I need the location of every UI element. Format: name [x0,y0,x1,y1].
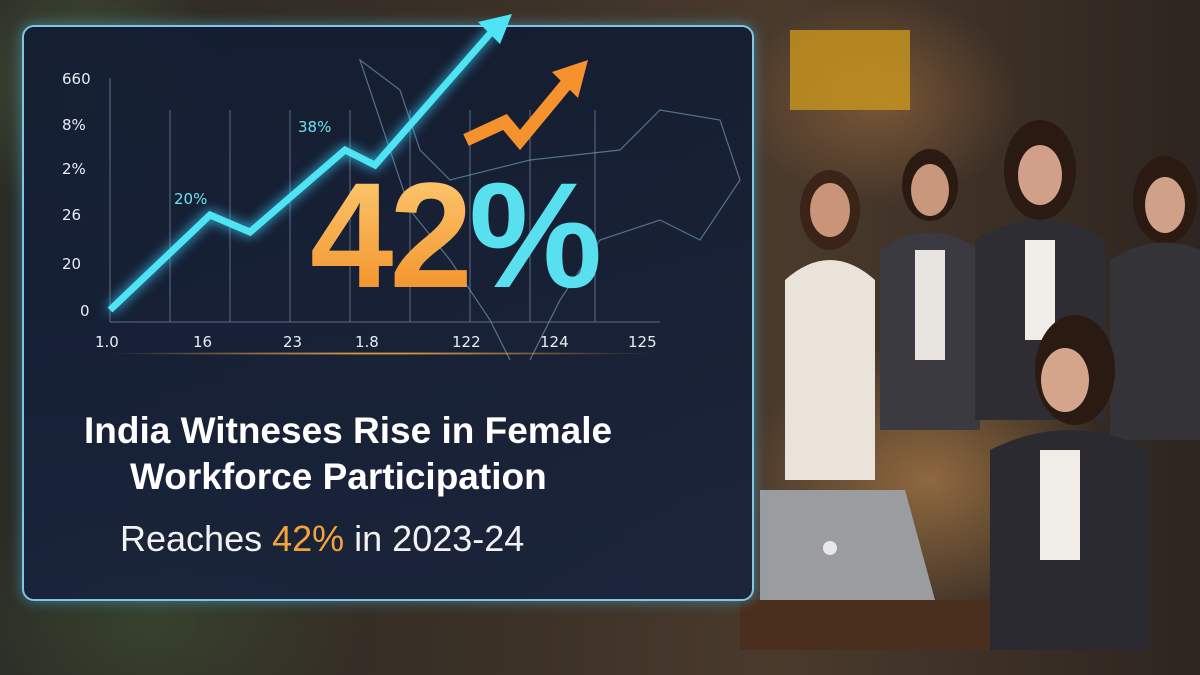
subheadline-prefix: Reaches [120,518,273,559]
headline-line-2: Workforce Participation [130,456,547,497]
trend-line [107,25,498,313]
annotation-20: 20% [174,190,208,208]
hero-percent-sign: % [468,151,602,319]
x-tick: 124 [540,333,569,351]
headline: India Witneses Rise in Female Workforce … [84,408,612,500]
headline-line-1: India Witneses Rise in Female [84,410,613,451]
india-map-outline [358,58,741,360]
y-tick: 660 [62,70,91,88]
woman-at-laptop-illustration [990,315,1150,650]
woman-2-illustration [880,149,980,430]
subheadline: Reaches 42% in 2023-24 [120,518,524,560]
line-chart-graphic [107,14,741,360]
hero-percentage: 42% [310,160,602,310]
y-tick: 2% [62,160,86,178]
glow-divider [100,352,660,355]
x-tick: 1.8 [355,333,379,351]
y-tick: 8% [62,116,86,134]
annotation-38: 38% [298,118,332,136]
x-tick: 16 [193,333,213,351]
x-tick: 125 [628,333,657,351]
infographic-panel [22,25,754,601]
subheadline-highlight: 42% [272,518,345,559]
subheadline-suffix: in 2023-24 [344,518,525,559]
x-tick: 23 [283,333,303,351]
women-professionals-illustration [740,30,1200,650]
woman-4-illustration [1110,156,1200,440]
laptop-illustration [760,490,935,600]
robot-arm-illustration [790,30,910,110]
y-tick: 26 [62,206,82,224]
hero-number: 42 [310,151,473,319]
trend-arrowhead [478,14,512,44]
x-tick: 1.0 [95,333,119,351]
orange-arrow [463,77,574,151]
apple-logo-icon [823,541,837,555]
y-tick: 20 [62,255,82,273]
orange-arrowhead [552,60,588,98]
y-tick: 0 [80,302,90,320]
chart-gridlines [109,78,660,323]
woman-1-illustration [785,170,875,480]
x-tick: 122 [452,333,481,351]
